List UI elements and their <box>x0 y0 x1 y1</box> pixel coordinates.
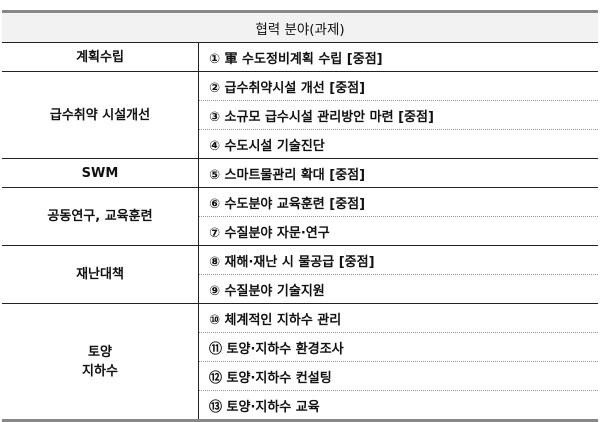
category-cell: 공동연구, 교육훈련 <box>2 187 199 246</box>
task-cell: ⑨ 수질분야 기술지원 <box>198 274 598 304</box>
task-cell: ⑦ 수질분야 자문·연구 <box>198 216 598 246</box>
task-cell: ⑫ 토양·지하수 컨설팅 <box>198 361 598 391</box>
task-cell: ⑪ 토양·지하수 환경조사 <box>198 332 598 362</box>
task-cell: ⑩ 체계적인 지하수 관리 <box>198 303 598 333</box>
table-header: 협력 분야(과제) <box>2 10 598 43</box>
category-cell: 급수취약 시설개선 <box>2 71 199 159</box>
cooperation-table: 협력 분야(과제) 계획수립 ① 軍 수도정비계획 수립 [중점] 급수취약 시설… <box>2 10 598 422</box>
category-line: 토양 <box>88 344 112 360</box>
task-cell: ⑬ 토양·지하수 교육 <box>198 390 598 422</box>
task-cell: ⑥ 수도분야 교육훈련 [중점] <box>198 187 598 217</box>
task-cell: ⑤ 스마트물관리 확대 [중점] <box>198 158 598 188</box>
category-cell: 토양 지하수 <box>2 303 199 422</box>
task-cell: ① 軍 수도정비계획 수립 [중점] <box>198 42 598 72</box>
task-cell: ② 급수취약시설 개선 [중점] <box>198 71 598 101</box>
task-cell: ④ 수도시설 기술진단 <box>198 129 598 159</box>
category-line: 지하수 <box>82 363 118 379</box>
category-cell: 계획수립 <box>2 42 199 72</box>
category-cell: 재난대책 <box>2 245 199 304</box>
task-cell: ③ 소규모 급수시설 관리방안 마련 [중점] <box>198 100 598 130</box>
task-cell: ⑧ 재해·재난 시 물공급 [중점] <box>198 245 598 275</box>
category-cell: SWM <box>2 158 199 188</box>
